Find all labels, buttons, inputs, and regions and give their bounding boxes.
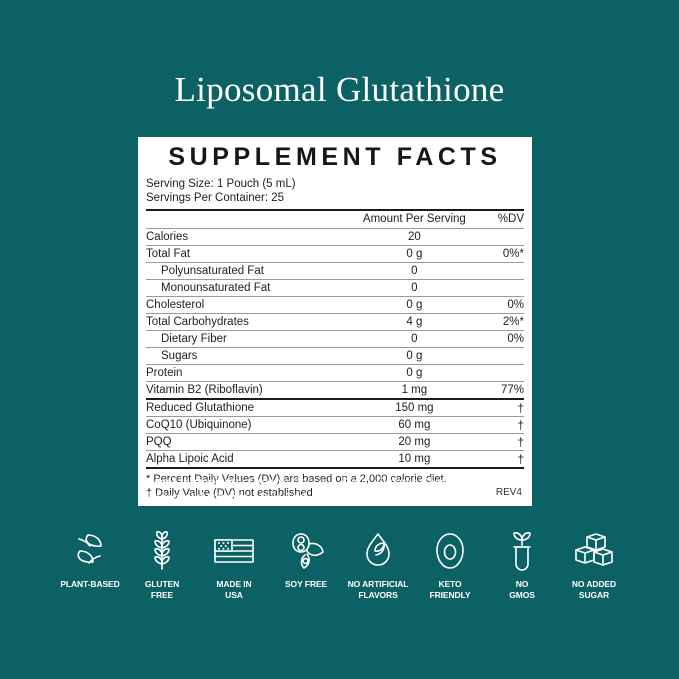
nutrient-amount: 150 mg [357,398,472,417]
leaves-icon [68,528,112,574]
serving-size: Serving Size: 1 Pouch (5 mL) [146,178,296,190]
nutrient-name: Monounsaturated Fat [146,279,358,297]
badge-soybean-pod: SOY FREE [272,528,340,590]
badge-label: NO ARTIFICIAL FLAVORS [347,579,409,600]
badge-label: SOY FREE [284,579,328,589]
supplement-facts-heading: SUPPLEMENT FACTS [168,143,502,171]
nutrient-amount: 0 [357,330,472,348]
header-percent-dv: %DV [471,209,524,229]
nutrient-amount: 0 [357,279,472,297]
table-row: Cholesterol 0 g 0% [146,296,524,314]
nutrient-name: Cholesterol [146,296,358,314]
nutrient-name: CoQ10 (Ubiquinone) [146,416,358,434]
table-row: Reduced Glutathione 150 mg † [146,398,524,417]
badge-avocado: KETO FRIENDLY [416,528,484,600]
nutrient-amount: 20 [357,228,472,246]
nutrient-name: Dietary Fiber [146,330,358,348]
badge-droplet-leaf: NO ARTIFICIAL FLAVORS [344,528,412,600]
nutrient-daily-value: † [471,398,524,417]
sugar-cubes-icon [572,528,616,574]
footnote-dagger: † Daily Value (DV) not established [146,487,313,499]
nutrient-amount: 0 g [357,296,472,314]
table-row: Sugars 0 g [146,347,524,365]
badge-label: MADE IN USA [216,579,252,600]
table-row: Alpha Lipoic Acid 10 mg † [146,450,524,467]
nutrient-name: Vitamin B2 (Riboflavin) [146,381,358,399]
table-row: Calories 20 [146,228,524,246]
table-row: PQQ 20 mg † [146,433,524,451]
nutrient-daily-value [471,279,524,297]
servings-per-container: Servings Per Container: 25 [146,192,285,204]
nutrient-name: Alpha Lipoic Acid [146,450,358,467]
avocado-icon [430,528,470,574]
wheat-icon [147,528,177,574]
droplet-leaf-icon [360,528,396,574]
nutrient-daily-value: 0% [471,330,524,348]
nutrient-daily-value [471,262,524,280]
table-row: Dietary Fiber 0 0% [146,330,524,348]
badge-test-tube-sprout: NO GMOS [488,528,556,600]
nutrient-amount: 0 g [357,364,472,382]
footnote-percent-dv: * Percent Daily Values (DV) are based on… [146,473,447,485]
nutrient-amount: 0 [357,262,472,280]
header-blank [146,209,358,229]
certification-badges: PLANT-BASED GLUTEN FREE MADE IN USA SOY FRE… [56,528,628,600]
nutrient-name: Reduced Glutathione [146,398,358,417]
nutrient-daily-value [471,228,524,246]
badge-wheat: GLUTEN FREE [128,528,196,600]
badge-label: NO GMOS [509,579,535,600]
badge-label: KETO FRIENDLY [429,579,471,600]
supplement-facts-panel: SUPPLEMENT FACTS Serving Size: 1 Pouch (… [138,137,532,506]
table-row: Total Carbohydrates 4 g 2%* [146,313,524,331]
nutrient-name: PQQ [146,433,358,451]
table-row: Protein 0 g [146,364,524,382]
footnotes: * Percent Daily Values (DV) are based on… [146,467,524,500]
revision-code: REV4 [495,487,522,498]
nutrient-daily-value: 0% [471,296,524,314]
nutrient-amount: 0 g [357,347,472,365]
table-row: Polyunsaturated Fat 0 [146,262,524,280]
nutrient-name: Total Fat [146,245,358,263]
nutrient-amount: 0 g [357,245,472,263]
nutrient-daily-value: 0%* [471,245,524,263]
nutrient-amount: 20 mg [357,433,472,451]
nutrient-daily-value [471,364,524,382]
test-tube-sprout-icon [505,528,539,574]
nutrient-daily-value: 2%* [471,313,524,331]
nutrient-daily-value: † [471,433,524,451]
nutrient-name: Sugars [146,347,358,365]
nutrient-amount: 60 mg [357,416,472,434]
badge-sugar-cubes: NO ADDED SUGAR [560,528,628,600]
other-ingredients-label: Other Ingredients: [146,477,246,489]
nutrient-amount: 4 g [357,313,472,331]
nutrient-daily-value [471,347,524,365]
badge-label: NO ADDED SUGAR [571,579,617,600]
other-ingredients-text: Organic Cassava Syrup, Organic Glycerin,… [146,477,466,504]
badge-label: GLUTEN FREE [144,579,180,600]
usa-flag-icon [212,528,256,574]
nutrient-name: Protein [146,364,358,382]
serving-info: Serving Size: 1 Pouch (5 mL) Servings Pe… [146,177,524,209]
badge-label: PLANT-BASED [60,579,120,589]
table-row: Monounsaturated Fat 0 [146,279,524,297]
nutrient-daily-value: † [471,450,524,467]
nutrient-daily-value: 77% [471,381,524,399]
nutrient-daily-value: † [471,416,524,434]
soybean-pod-icon [285,528,327,574]
nutrition-table: Amount Per Serving %DV Calories 20 Total F… [146,209,524,467]
nutrient-name: Calories [146,228,358,246]
table-row: Vitamin B2 (Riboflavin) 1 mg 77% [146,381,524,399]
nutrient-name: Polyunsaturated Fat [146,262,358,280]
table-row: CoQ10 (Ubiquinone) 60 mg † [146,416,524,434]
badge-leaves: PLANT-BASED [56,528,124,590]
table-header-row: Amount Per Serving %DV [146,209,524,229]
nutrient-amount: 1 mg [357,381,472,399]
nutrient-amount: 10 mg [357,450,472,467]
page-title: Liposomal Glutathione [174,70,505,109]
other-ingredients: Other Ingredients: Organic Cassava Syrup… [146,476,536,505]
badge-usa-flag: MADE IN USA [200,528,268,600]
nutrient-name: Total Carbohydrates [146,313,358,331]
header-amount-per-serving: Amount Per Serving [357,209,472,229]
table-row: Total Fat 0 g 0%* [146,245,524,263]
